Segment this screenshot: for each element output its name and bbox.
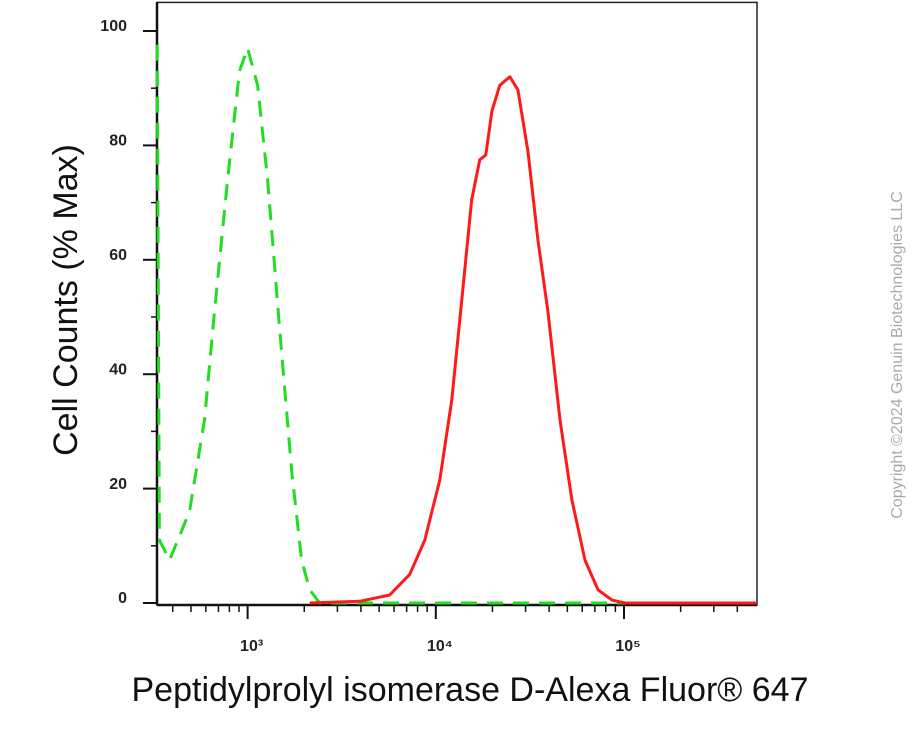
- plot-frame: [156, 1, 758, 606]
- y-tick-label: 0: [118, 590, 127, 607]
- x-tick-label: 10³: [240, 638, 263, 655]
- x-tick-label: 10⁴: [427, 638, 453, 655]
- y-tick-label: 60: [109, 247, 127, 264]
- y-axis-title: Cell Counts (% Max): [47, 144, 85, 456]
- x-tick-label: 10⁵: [615, 638, 640, 655]
- histogram-line: [155, 44, 640, 605]
- y-tick-label: 40: [109, 361, 127, 378]
- y-tick-label: 20: [109, 476, 127, 493]
- x-axis-title: Peptidylprolyl isomerase D-Alexa Fluor® …: [132, 671, 809, 709]
- watermark: Copyright ©2024 Genuin Biotechnologies L…: [889, 191, 906, 519]
- histogram-line: [309, 75, 757, 605]
- y-tick-label: 100: [100, 18, 127, 35]
- y-tick-label: 80: [109, 133, 127, 150]
